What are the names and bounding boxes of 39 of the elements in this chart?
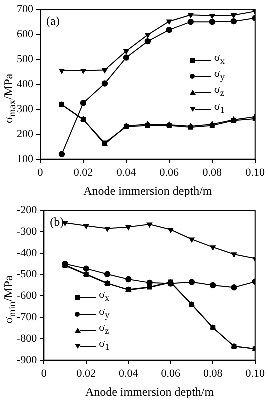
legend-label: σ$_{z}$ [214, 84, 224, 101]
x-axis-title: Anode immersion depth/m [85, 384, 215, 399]
legend-label: σ$_{z}$ [99, 322, 110, 338]
y-tick-label: 700 [17, 3, 34, 16]
y-tick-label: 300 [17, 103, 34, 116]
y-tick-label: 400 [17, 78, 34, 90]
y-tick-label: 500 [17, 53, 34, 66]
y-tick-label: -600 [16, 290, 38, 302]
x-tick-label: 0.08 [202, 166, 223, 179]
y-tick-label: -300 [16, 226, 38, 238]
legend-label: σ$_{x}$ [99, 289, 110, 306]
x-tick-label: 0.08 [204, 368, 224, 380]
y-tick-label: 600 [17, 28, 34, 40]
x-tick-label: 0.10 [246, 166, 266, 179]
y-tick-label: -800 [16, 332, 38, 345]
x-tick-label: 0.04 [116, 166, 137, 179]
y-tick-label: 200 [17, 128, 34, 140]
legend-label: σ$_{x}$ [214, 52, 225, 68]
legend-label: σ$_{1}$ [99, 338, 110, 354]
x-tick-label: 0.06 [160, 166, 180, 179]
y-tick-label: -400 [16, 247, 38, 260]
y-tick-label: -900 [16, 354, 38, 366]
y-tick-label: -500 [16, 268, 38, 281]
legend-label: σ$_{y}$ [214, 68, 225, 84]
x-tick-label: 0 [41, 368, 48, 380]
legend-label: σ$_{y}$ [99, 306, 110, 322]
x-tick-label: 0.02 [74, 166, 94, 179]
chart-title: (a) [46, 14, 60, 29]
x-tick-label: 0.02 [76, 368, 96, 380]
chart-title: (b) [50, 214, 64, 230]
legend-label: σ$_{1}$ [214, 100, 225, 117]
x-tick-label: 0.04 [119, 368, 139, 380]
y-tick-label: 100 [17, 153, 34, 166]
x-tick-label: 0.10 [246, 368, 266, 380]
x-tick-label: 0.06 [161, 368, 182, 380]
y-tick-label: -200 [16, 204, 38, 216]
x-axis-title: Anode immersion depth/m [84, 184, 213, 198]
y-tick-label: -700 [16, 311, 38, 324]
x-tick-label: 0 [38, 166, 44, 179]
